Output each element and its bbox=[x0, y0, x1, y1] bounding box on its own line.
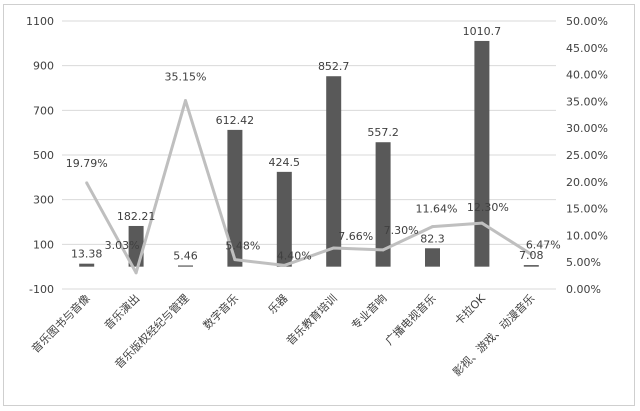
y-left-tick-label: 100 bbox=[33, 238, 54, 251]
y-left-tick-label: 500 bbox=[33, 149, 54, 162]
line-point bbox=[480, 221, 484, 225]
y-left-tick-label: 1100 bbox=[26, 15, 54, 28]
x-category-label: 广播电视音乐 bbox=[382, 291, 439, 348]
bar bbox=[178, 265, 193, 267]
line-point bbox=[431, 225, 434, 229]
y-left-tick-label: 300 bbox=[33, 194, 54, 207]
bar bbox=[79, 263, 95, 267]
line-point bbox=[233, 258, 237, 262]
line-data-label: 35.15% bbox=[165, 71, 207, 84]
chart-frame: 1100 900 700 500 300 100 -100 50.00% 45.00% 40.0… bbox=[3, 4, 635, 406]
x-category-label: 音乐图书与音像 bbox=[28, 291, 92, 355]
bar-data-label: 13.38 bbox=[71, 248, 103, 261]
line-data-label: 6.47% bbox=[526, 238, 561, 251]
y-right-tick-label: 20.00% bbox=[566, 176, 608, 189]
bar bbox=[276, 171, 292, 267]
line-point bbox=[184, 99, 187, 103]
y-right-tick-label: 40.00% bbox=[566, 69, 608, 82]
x-category-label: 影视、游戏、动漫音乐 bbox=[450, 291, 538, 379]
line-data-label: 5.48% bbox=[225, 240, 260, 253]
y-axis-right: 50.00% 45.00% 40.00% 35.00% 30.00% 25.00% 20.0… bbox=[566, 15, 608, 296]
y-right-tick-label: 10.00% bbox=[566, 229, 608, 242]
bar-data-label: 557.2 bbox=[367, 126, 399, 139]
y-right-tick-label: 30.00% bbox=[566, 122, 608, 135]
line-series-path bbox=[85, 99, 533, 275]
y-left-tick-label: 900 bbox=[33, 60, 54, 73]
line-point bbox=[332, 246, 336, 250]
bar-data-label: 424.5 bbox=[269, 156, 301, 169]
bar-data-label: 5.46 bbox=[173, 249, 198, 262]
y-right-tick-label: 25.00% bbox=[566, 149, 608, 162]
line-point bbox=[85, 181, 89, 185]
line-data-labels: 19.79% 3.03% 35.15% 5.48% 4.40% 7.66% 7.30% 11.… bbox=[66, 71, 561, 263]
y-right-tick-label: 50.00% bbox=[566, 15, 608, 28]
y-left-tick-label: 700 bbox=[33, 104, 54, 117]
line-data-label: 7.66% bbox=[338, 230, 373, 243]
x-category-label: 数字音乐 bbox=[200, 291, 241, 332]
line-point bbox=[529, 252, 533, 256]
bar-series bbox=[79, 40, 539, 267]
y-right-tick-label: 5.00% bbox=[566, 256, 601, 269]
line-data-label: 19.79% bbox=[66, 157, 108, 170]
bar-data-label: 852.7 bbox=[318, 60, 350, 73]
x-category-label: 音乐演出 bbox=[101, 291, 142, 332]
x-category-label: 卡拉OK bbox=[451, 291, 488, 328]
bar bbox=[425, 248, 440, 267]
bar-data-label: 82.3 bbox=[420, 232, 445, 245]
bar bbox=[227, 129, 243, 267]
y-axis-left: 1100 900 700 500 300 100 -100 bbox=[26, 15, 54, 296]
bar bbox=[326, 76, 342, 267]
bar-data-label: 7.08 bbox=[519, 249, 544, 262]
bar-data-label: 182.21 bbox=[117, 210, 156, 223]
bar bbox=[375, 142, 391, 267]
bar-data-label: 612.42 bbox=[216, 114, 255, 127]
bar-data-labels: 13.38 182.21 5.46 612.42 424.5 852.7 557.2 82.3… bbox=[71, 25, 544, 263]
line-point bbox=[282, 263, 286, 267]
line-data-label: 11.64% bbox=[416, 203, 458, 216]
line-point bbox=[134, 271, 138, 275]
line-data-label: 4.40% bbox=[277, 249, 312, 262]
x-category-label: 音乐教育培训 bbox=[283, 291, 340, 348]
line-data-label: 3.03% bbox=[105, 239, 140, 252]
line-series bbox=[85, 99, 533, 275]
y-right-tick-label: 45.00% bbox=[566, 42, 608, 55]
x-category-label: 专业音响 bbox=[348, 291, 389, 332]
bar bbox=[523, 265, 539, 267]
line-point bbox=[381, 248, 385, 252]
bar bbox=[474, 40, 490, 267]
y-left-tick-label: -100 bbox=[29, 283, 54, 296]
line-data-label: 7.30% bbox=[384, 224, 419, 237]
line-data-label: 12.30% bbox=[467, 201, 509, 214]
bar-data-label: 1010.7 bbox=[463, 25, 502, 38]
y-right-tick-label: 0.00% bbox=[566, 283, 601, 296]
y-right-tick-label: 15.00% bbox=[566, 203, 608, 216]
combo-chart: 1100 900 700 500 300 100 -100 50.00% 45.00% 40.0… bbox=[26, 15, 608, 379]
x-category-label: 乐器 bbox=[266, 292, 291, 317]
y-right-tick-label: 35.00% bbox=[566, 95, 608, 108]
